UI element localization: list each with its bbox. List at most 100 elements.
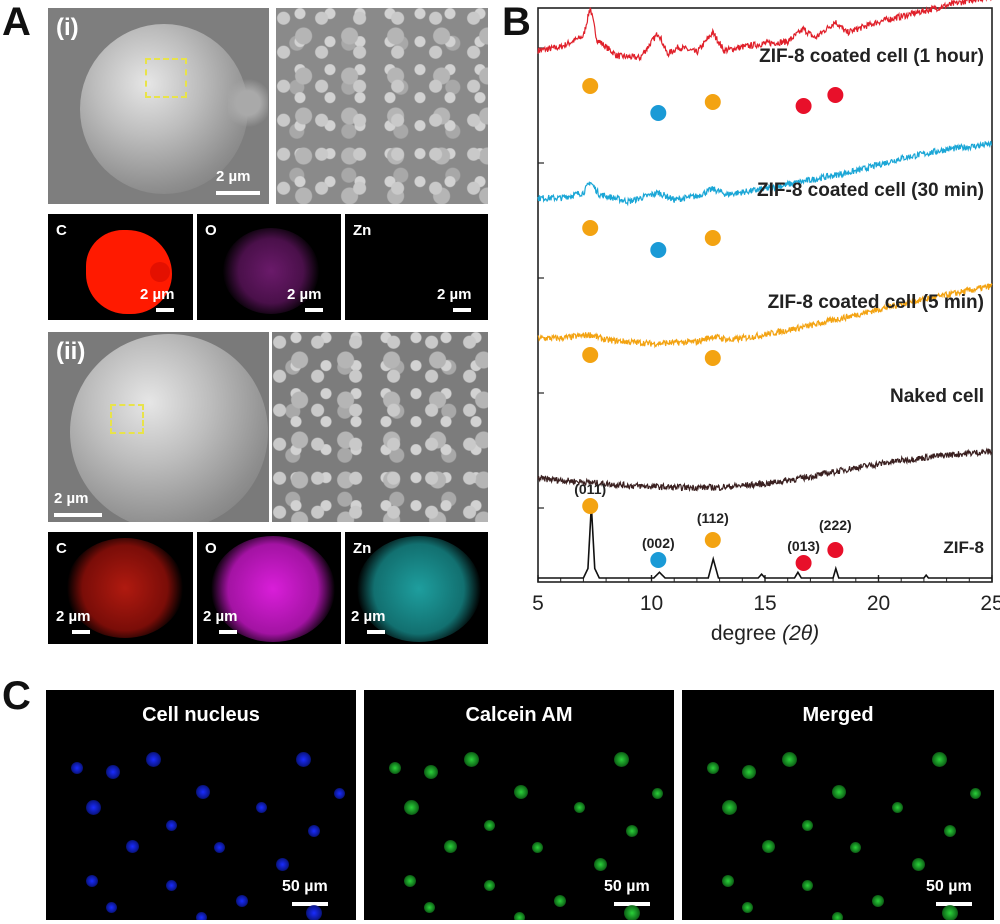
series-label: Naked cell xyxy=(890,386,984,407)
eds-element-label: Zn xyxy=(353,540,372,557)
cell-spot xyxy=(832,912,843,920)
sem-zoom-image-ii xyxy=(272,332,488,522)
series-label: ZIF-8 xyxy=(943,538,984,557)
peak-marker xyxy=(704,532,721,548)
cell-spot xyxy=(574,802,585,813)
eds-element-label: C xyxy=(56,222,67,239)
peak-index-label: (002) xyxy=(642,535,675,551)
eds-map-c-ii: C 2 µm xyxy=(48,532,193,644)
peak-marker xyxy=(827,542,844,558)
series-label: ZIF-8 coated cell (1 hour) xyxy=(759,46,984,67)
cell-spot xyxy=(71,762,83,774)
series-label: ZIF-8 coated cell (30 min) xyxy=(757,180,984,201)
eds-scale-label: 2 µm xyxy=(56,608,91,625)
cell-spot xyxy=(762,840,775,853)
cell-spot xyxy=(802,820,813,831)
eds-signal-c-i-small xyxy=(150,262,170,282)
cell-spot xyxy=(334,788,345,799)
series-line xyxy=(537,282,993,349)
eds-signal-zn-ii xyxy=(357,536,481,642)
cell-spot xyxy=(444,840,457,853)
cell-spot xyxy=(389,762,401,774)
cell-spot xyxy=(306,905,322,920)
cell-spot xyxy=(166,820,177,831)
series-label: ZIF-8 coated cell (5 min) xyxy=(768,292,984,313)
cell-spot xyxy=(722,875,734,887)
cell-spot xyxy=(106,765,120,779)
cell-spot xyxy=(782,752,797,767)
series-line xyxy=(538,505,992,579)
peak-marker xyxy=(582,220,599,236)
cell-spot xyxy=(707,762,719,774)
peak-marker xyxy=(795,98,812,114)
eds-scale-bar xyxy=(367,630,385,634)
cell-spot xyxy=(624,905,640,920)
cell-spot xyxy=(594,858,607,871)
eds-map-o-i: O 2 µm xyxy=(197,214,341,320)
eds-element-label: Zn xyxy=(353,222,372,239)
peak-index-label: (222) xyxy=(819,517,852,533)
xrd-chart: 5 10 15 20 25 degree (2θ) ZIF-8 coated cell (1… xyxy=(532,0,1000,645)
eds-element-label: O xyxy=(205,540,217,557)
cell-spot xyxy=(256,802,267,813)
series-line xyxy=(537,0,992,62)
panel-c-letter: C xyxy=(2,674,31,718)
peak-marker xyxy=(704,350,721,366)
cell-spot xyxy=(214,842,225,853)
fluo-scale-label: 50 µm xyxy=(926,878,972,895)
eds-scale-label: 2 µm xyxy=(140,286,175,303)
series-line xyxy=(537,140,993,207)
cell-spot xyxy=(86,800,101,815)
sem-image-ii: (ii) 2 µm xyxy=(48,332,269,522)
eds-map-c-i: C 2 µm xyxy=(48,214,193,320)
x-tick-label: 10 xyxy=(640,592,663,615)
sublabel-i: (i) xyxy=(56,14,79,41)
x-tick-label: 5 xyxy=(532,592,544,615)
cell-spot xyxy=(742,765,756,779)
eds-scale-label: 2 µm xyxy=(287,286,322,303)
cell-spot xyxy=(296,752,311,767)
cell-spot xyxy=(970,788,981,799)
eds-scale-bar xyxy=(305,308,323,312)
zoom-region-box-ii xyxy=(110,404,144,434)
x-tick-label: 15 xyxy=(753,592,776,615)
cell-spot xyxy=(404,875,416,887)
cell-spot xyxy=(484,820,495,831)
scale-label-ii: 2 µm xyxy=(54,490,89,507)
fluo-scale-label: 50 µm xyxy=(604,878,650,895)
eds-signal-o-ii xyxy=(211,536,335,642)
cell-spot xyxy=(722,800,737,815)
fluo-scale-bar xyxy=(292,902,328,906)
fluo-title: Cell nucleus xyxy=(142,704,260,726)
cell-spot xyxy=(514,785,528,799)
sem-zoom-image-i xyxy=(276,8,488,204)
peak-marker xyxy=(582,347,599,363)
cell-spot xyxy=(404,800,419,815)
eds-signal-c-ii xyxy=(66,538,184,638)
cell-spot xyxy=(554,895,566,907)
cell-protrusion xyxy=(228,68,268,138)
fluo-image-nucleus: Cell nucleus 50 µm xyxy=(46,690,356,920)
zoom-region-box-i xyxy=(145,58,187,98)
cell-spot xyxy=(892,802,903,813)
cell-spot xyxy=(742,902,753,913)
panel-b-letter: B xyxy=(502,0,531,44)
cell-spot xyxy=(912,858,925,871)
fluo-image-merged: Merged 50 µm xyxy=(682,690,994,920)
fluo-scale-label: 50 µm xyxy=(282,878,328,895)
peak-index-label: (112) xyxy=(697,510,729,526)
cell-spot xyxy=(944,825,956,837)
cell-spot xyxy=(424,902,435,913)
peak-marker xyxy=(704,94,721,110)
cell-spot xyxy=(424,765,438,779)
fluo-scale-bar xyxy=(614,902,650,906)
cell-spot xyxy=(626,825,638,837)
eds-element-label: O xyxy=(205,222,217,239)
peak-marker xyxy=(704,230,721,246)
eds-map-zn-ii: Zn 2 µm xyxy=(345,532,488,644)
eds-signal-o-i xyxy=(223,228,319,314)
cell-sphere-ii xyxy=(70,334,268,522)
cell-spot xyxy=(166,880,177,891)
eds-scale-bar xyxy=(156,308,174,312)
eds-map-o-ii: O 2 µm xyxy=(197,532,341,644)
